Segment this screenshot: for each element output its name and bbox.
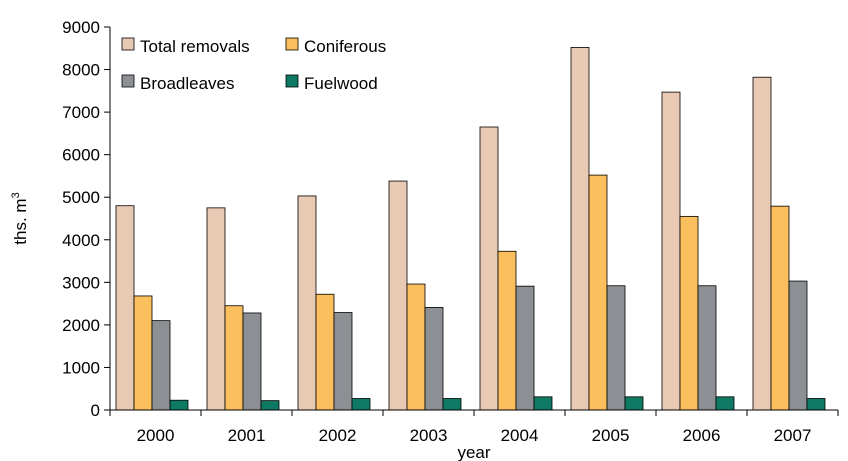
legend-label-broadleaves: Broadleaves bbox=[140, 74, 235, 93]
legend-label-total-removals: Total removals bbox=[140, 37, 250, 56]
y-tick-label: 3000 bbox=[62, 273, 100, 292]
bar-total-removals-2006 bbox=[661, 91, 681, 411]
y-axis-title-superscript: 3 bbox=[10, 192, 22, 198]
bar-total-removals-2005 bbox=[570, 47, 590, 411]
bar-fuelwood-2006 bbox=[715, 396, 735, 411]
y-tick-label: 6000 bbox=[62, 146, 100, 165]
legend-swatch-total-removals bbox=[121, 37, 135, 51]
bar-fuelwood-2005 bbox=[624, 396, 644, 411]
bars-group bbox=[115, 47, 826, 411]
bar-coniferous-2007 bbox=[770, 205, 790, 411]
y-tick-label: 8000 bbox=[62, 61, 100, 80]
legend-swatch-fuelwood bbox=[285, 74, 299, 88]
bar-total-removals-2000 bbox=[115, 205, 135, 411]
bar-broadleaves-2002 bbox=[333, 312, 353, 411]
x-tick-label: 2007 bbox=[774, 426, 812, 445]
bar-coniferous-2003 bbox=[406, 283, 426, 411]
bar-broadleaves-2006 bbox=[697, 285, 717, 411]
bar-fuelwood-2000 bbox=[169, 399, 189, 411]
x-axis-ticks: 2000 2001 2002 2003 2004 2005 2006 2007 bbox=[109, 410, 839, 445]
bar-total-removals-2004 bbox=[479, 126, 499, 411]
y-axis-ticks: 0 1000 2000 3000 4000 5000 6000 7000 8000 9000 bbox=[62, 18, 110, 420]
x-tick-label: 2006 bbox=[683, 426, 721, 445]
bar-total-removals-2002 bbox=[297, 195, 317, 411]
bar-fuelwood-2002 bbox=[351, 398, 371, 411]
y-tick-label: 2000 bbox=[62, 316, 100, 335]
y-tick-label: 5000 bbox=[62, 188, 100, 207]
bar-broadleaves-2004 bbox=[515, 285, 535, 411]
y-axis-title-text: ths. m bbox=[11, 198, 30, 244]
bar-coniferous-2002 bbox=[315, 293, 335, 411]
y-tick-label: 7000 bbox=[62, 103, 100, 122]
bar-broadleaves-2001 bbox=[242, 312, 262, 411]
bar-broadleaves-2007 bbox=[788, 280, 808, 411]
bar-total-removals-2007 bbox=[752, 76, 772, 411]
x-tick-label: 2002 bbox=[319, 426, 357, 445]
y-tick-label: 4000 bbox=[62, 231, 100, 250]
x-axis-title: year bbox=[457, 443, 490, 461]
legend-label-fuelwood: Fuelwood bbox=[304, 74, 378, 93]
bar-coniferous-2005 bbox=[588, 174, 608, 411]
legend: Total removals Coniferous Broadleaves Fuelw… bbox=[121, 37, 386, 93]
y-tick-label: 0 bbox=[91, 401, 100, 420]
bar-coniferous-2006 bbox=[679, 215, 699, 411]
legend-label-coniferous: Coniferous bbox=[304, 37, 386, 56]
bar-broadleaves-2005 bbox=[606, 285, 626, 411]
bar-broadleaves-2000 bbox=[151, 320, 171, 411]
legend-swatch-broadleaves bbox=[121, 74, 135, 88]
bar-fuelwood-2007 bbox=[806, 398, 826, 411]
y-axis-title: ths. m3 bbox=[10, 192, 30, 244]
x-tick-label: 2003 bbox=[410, 426, 448, 445]
y-tick-label: 9000 bbox=[62, 18, 100, 37]
x-tick-label: 2005 bbox=[592, 426, 630, 445]
bar-fuelwood-2003 bbox=[442, 398, 462, 411]
legend-swatch-coniferous bbox=[285, 37, 299, 51]
bar-total-removals-2001 bbox=[206, 207, 226, 411]
bar-coniferous-2000 bbox=[133, 295, 153, 411]
y-tick-label: 1000 bbox=[62, 358, 100, 377]
bar-broadleaves-2003 bbox=[424, 307, 444, 411]
x-tick-label: 2001 bbox=[228, 426, 266, 445]
x-tick-label: 2000 bbox=[137, 426, 175, 445]
bar-coniferous-2001 bbox=[224, 305, 244, 411]
bar-fuelwood-2004 bbox=[533, 396, 553, 411]
bar-coniferous-2004 bbox=[497, 250, 517, 411]
x-tick-label: 2004 bbox=[501, 426, 539, 445]
bar-total-removals-2003 bbox=[388, 180, 408, 411]
bar-fuelwood-2001 bbox=[260, 400, 280, 411]
